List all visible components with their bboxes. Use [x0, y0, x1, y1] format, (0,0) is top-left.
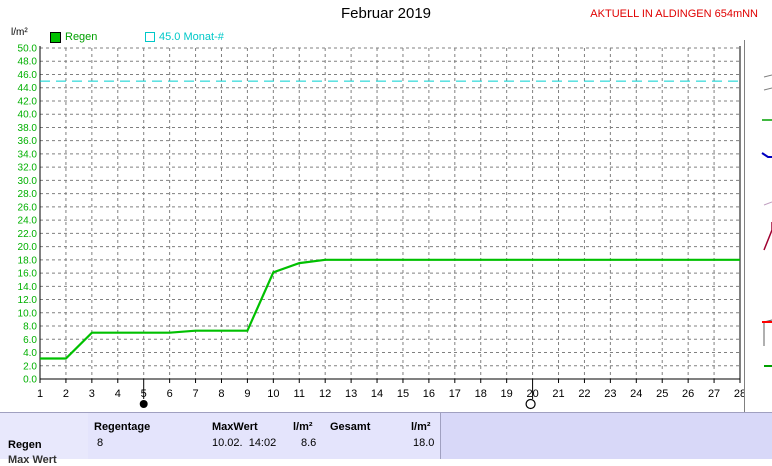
stats-panel: Regen Max Wert Regentage 8 MaxWert l/m² … [0, 412, 772, 466]
legend-series-swatch [50, 31, 61, 43]
x-tick-label: 26 [682, 388, 694, 400]
chart-title: Februar 2019 [340, 5, 432, 22]
day-markers [139, 383, 536, 410]
y-tick-label: 10.0 [18, 308, 38, 319]
stats-row-label-2: Max Wert [8, 454, 57, 466]
side-preview-strip[interactable] [744, 40, 772, 412]
y-tick-label: 42.0 [18, 96, 38, 107]
x-tick-label: 3 [89, 388, 95, 400]
y-tick-label: 26.0 [18, 202, 38, 213]
x-tick-label: 18 [475, 388, 487, 400]
x-tick-label: 12 [319, 388, 331, 400]
y-tick-label: 6.0 [23, 335, 37, 346]
x-tick-label: 24 [630, 388, 642, 400]
x-tick-label: 2 [63, 388, 69, 400]
legend-series-label: Regen [65, 31, 98, 43]
station-label: AKTUELL IN ALDINGEN 654mNN [590, 8, 758, 20]
gesamt-value: 18.0 [413, 437, 435, 449]
series-regen-line [40, 258, 740, 360]
stats-row-label: Regen [8, 439, 42, 451]
side-preview-mark [763, 201, 772, 206]
x-tick-label: 17 [449, 388, 461, 400]
x-tick-label: 4 [115, 388, 121, 400]
chart-grid [40, 47, 740, 379]
side-preview-bg [744, 40, 772, 412]
y-unit-label: l/m² [11, 27, 28, 38]
stats-gesamt: Gesamt l/m² 18.0 [323, 413, 441, 459]
y-tick-label: 16.0 [18, 269, 38, 280]
x-tick-label: 22 [578, 388, 590, 400]
stats-row-header: Regen Max Wert [0, 413, 89, 466]
x-tick-label: 28 [734, 388, 746, 400]
legend-reference-swatch [145, 32, 155, 42]
legend-reference[interactable]: 45.0 Monat-# [145, 31, 224, 43]
y-tick-label: 20.0 [18, 242, 38, 253]
maxwert-value: 8.6 [301, 437, 317, 449]
y-tick-label: 24.0 [18, 216, 38, 227]
x-tick-label: 25 [656, 388, 668, 400]
x-tick-label: 6 [167, 388, 173, 400]
legend-series[interactable]: Regen [50, 31, 97, 43]
maxwert-label: MaxWert [212, 421, 258, 433]
maxwert-unit: l/m² [293, 421, 313, 433]
series-regen [40, 258, 740, 360]
x-tick-label: 19 [501, 388, 513, 400]
x-tick-label: 11 [294, 388, 305, 400]
y-tick-label: 14.0 [18, 282, 38, 293]
y-tick-label: 22.0 [18, 229, 38, 240]
y-tick-label: 4.0 [23, 348, 37, 359]
x-tick-label: 13 [345, 388, 357, 400]
y-axis: 0.0 2.0 4.0 6.0 8.0 10.0 12.0 14.0 16.0 18.0 20.0 2… [18, 44, 741, 386]
rain-chart: 0.0 2.0 4.0 6.0 8.0 10.0 12.0 14.0 16.0 18.0 20.0 2… [18, 44, 746, 410]
x-tick-label: 27 [708, 388, 720, 400]
x-tick-label: 1 [37, 388, 43, 400]
y-tick-label: 36.0 [18, 136, 38, 147]
x-tick-label: 8 [218, 388, 224, 400]
gesamt-label: Gesamt [330, 421, 371, 433]
regentage-label: Regentage [94, 421, 151, 433]
y-tick-label: 48.0 [18, 57, 38, 68]
x-tick-label: 23 [604, 388, 616, 400]
y-tick-label: 46.0 [18, 70, 38, 81]
gesamt-unit: l/m² [411, 421, 431, 433]
maxwert-date: 10.02. 14:02 [212, 437, 277, 449]
x-tick-label: 21 [552, 388, 564, 400]
y-tick-label: 44.0 [18, 83, 38, 94]
new-moon-icon [139, 400, 148, 408]
x-tick-label: 9 [244, 388, 250, 400]
y-tick-label: 12.0 [18, 295, 38, 306]
y-tick-label: 30.0 [18, 176, 38, 187]
x-tick-label: 10 [267, 388, 279, 400]
y-tick-label: 2.0 [23, 361, 37, 372]
side-preview-mark [763, 87, 772, 91]
y-tick-label: 34.0 [18, 149, 38, 160]
x-tick-label: 16 [423, 388, 435, 400]
x-tick-label: 14 [371, 388, 383, 400]
x-tick-label: 15 [397, 388, 409, 400]
full-moon-icon [525, 398, 536, 410]
stats-maxwert: MaxWert l/m² 10.02. 14:02 8.6 [205, 413, 324, 459]
y-tick-label: 32.0 [18, 163, 38, 174]
y-tick-label: 0.0 [23, 375, 37, 386]
y-tick-label: 28.0 [18, 189, 38, 200]
y-tick-label: 50.0 [18, 44, 38, 55]
y-tick-label: 40.0 [18, 110, 38, 121]
legend-reference-label: 45.0 Monat-# [159, 31, 224, 43]
y-tick-label: 8.0 [23, 322, 37, 333]
stats-regentage: Regentage 8 [88, 413, 206, 459]
side-preview-mark [761, 152, 772, 158]
y-tick-label: 38.0 [18, 123, 38, 134]
y-tick-label: 18.0 [18, 255, 38, 266]
side-preview-mark [763, 74, 772, 78]
x-tick-label: 7 [192, 388, 198, 400]
regentage-value: 8 [97, 437, 104, 449]
side-preview-mark [763, 222, 772, 251]
